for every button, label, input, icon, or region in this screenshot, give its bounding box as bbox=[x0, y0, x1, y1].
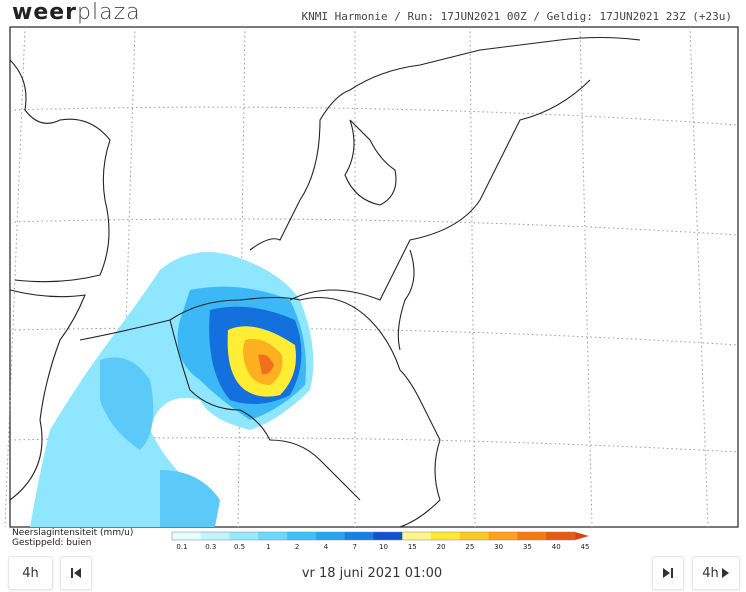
colorbar-segment bbox=[344, 532, 374, 540]
colorbar-segment bbox=[517, 532, 547, 540]
colorbar-segment bbox=[373, 532, 403, 540]
step-forward-icon bbox=[663, 568, 673, 578]
legend-text: Neerslagintensiteit (mm/u) Gestippeld: b… bbox=[12, 528, 133, 548]
step-back-button[interactable] bbox=[60, 556, 92, 590]
colorbar-tick-label: 10 bbox=[379, 543, 388, 551]
colorbar-tick-label: 0.5 bbox=[234, 543, 245, 551]
forward-step-button[interactable]: 4h bbox=[692, 556, 740, 590]
colorbar-tick-label: 2 bbox=[295, 543, 299, 551]
step-back-icon bbox=[71, 568, 81, 578]
colorbar-segment bbox=[402, 532, 432, 540]
colorbar-tick-label: 20 bbox=[437, 543, 446, 551]
colorbar-outline bbox=[171, 531, 576, 541]
date-label: vr 18 juni 2021 01:00 bbox=[301, 566, 443, 581]
colorbar-arrow bbox=[575, 532, 589, 540]
colorbar-tick-label: 45 bbox=[581, 543, 590, 551]
colorbar-tick-label: 30 bbox=[494, 543, 503, 551]
legend-title: Neerslagintensiteit (mm/u) bbox=[12, 528, 134, 538]
colorbar-segment bbox=[258, 532, 288, 540]
logo-light: plaza bbox=[77, 0, 141, 25]
colorbar-segment bbox=[172, 532, 202, 540]
forward-step-label: 4h bbox=[702, 565, 719, 581]
colorbar-tick-label: 0.3 bbox=[205, 543, 216, 551]
colorbar-tick-label: 1 bbox=[266, 543, 270, 551]
colorbar-segment bbox=[229, 532, 259, 540]
logo: weerplaza bbox=[12, 0, 141, 25]
colorbar-segment bbox=[488, 532, 518, 540]
colorbar-tick-label: 15 bbox=[408, 543, 417, 551]
colorbar-tick-label: 0.1 bbox=[176, 543, 187, 551]
colorbar-segment bbox=[459, 532, 490, 540]
step-forward-button[interactable] bbox=[652, 556, 684, 590]
legend-note: Gestippeld: buien bbox=[12, 538, 92, 548]
colorbar: 0.1 0.3 0.5 1 2 4 7 10 15 20 25 30 35 40 45 bbox=[171, 531, 590, 551]
colorbar-tick-label: 40 bbox=[552, 543, 561, 551]
play-icon bbox=[721, 568, 729, 578]
coastlines bbox=[9, 36, 641, 528]
colorbar-tick-label: 7 bbox=[352, 543, 356, 551]
precipitation bbox=[30, 252, 314, 527]
colorbar-segment bbox=[200, 532, 231, 540]
colorbar-segment bbox=[546, 532, 576, 540]
logo-bold: weer bbox=[12, 0, 78, 25]
run-info: KNMI Harmonie / Run: 17JUN2021 00Z / Gel… bbox=[301, 10, 732, 23]
colorbar-segment bbox=[287, 532, 317, 540]
colorbar-tick-label: 4 bbox=[324, 543, 329, 551]
colorbar-segment bbox=[315, 532, 346, 540]
colorbar-tick-label: 35 bbox=[523, 543, 532, 551]
back-step-button[interactable]: 4h bbox=[8, 556, 53, 590]
colorbar-segment bbox=[431, 532, 461, 540]
colorbar-tick-label: 25 bbox=[465, 543, 474, 551]
